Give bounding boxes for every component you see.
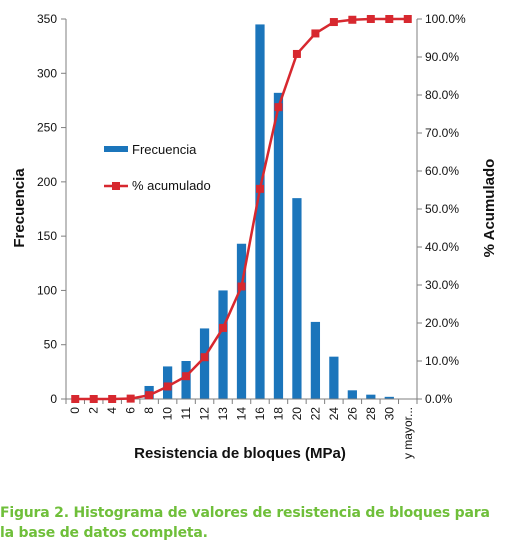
legend-label-acumulado: % acumulado — [132, 178, 211, 193]
y2-axis-label: % Acumulado — [481, 159, 498, 258]
bar-26 — [347, 390, 357, 399]
x-tick-label: 16 — [253, 407, 267, 421]
bar-24 — [329, 356, 339, 399]
x-axis-label: Resistencia de bloques (MPa) — [134, 445, 346, 462]
legend-swatch-frecuencia — [104, 146, 128, 152]
bar-28 — [366, 394, 376, 399]
y2-tick-label: 50.0% — [425, 202, 459, 216]
cumulative-marker-12 — [200, 353, 209, 362]
cumulative-marker-4 — [108, 395, 117, 403]
cumulative-marker-22 — [311, 29, 320, 38]
bar-22 — [310, 321, 321, 399]
y2-tick-label: 40.0% — [425, 240, 459, 254]
y-tick-label: 100 — [37, 283, 57, 297]
x-tick-label: 13 — [216, 407, 230, 421]
y2-tick-label: 0.0% — [425, 392, 453, 406]
cumulative-marker-8 — [145, 391, 154, 400]
x-tick-label: 0 — [68, 407, 82, 414]
bar-12 — [199, 328, 210, 399]
cumulative-marker-14 — [237, 282, 246, 291]
cumulative-marker-26 — [348, 15, 357, 24]
x-tick-label: 26 — [345, 407, 359, 421]
x-tick-label: 28 — [364, 407, 378, 421]
chart: 0501001502002503003500.0%10.0%20.0%30.0%… — [11, 12, 498, 462]
x-tick-label: 24 — [327, 407, 341, 421]
x-tick-label: 4 — [105, 407, 119, 414]
y2-tick-label: 20.0% — [425, 316, 459, 330]
cumulative-marker-6 — [126, 394, 135, 403]
cumulative-marker-24 — [329, 18, 338, 27]
bar-13 — [218, 290, 228, 399]
legend: Frecuencia % acumulado — [104, 142, 211, 193]
cumulative-marker-18 — [274, 103, 283, 112]
bar-30 — [384, 396, 394, 399]
y-tick-label: 350 — [37, 12, 57, 26]
cumulative-marker-2 — [89, 395, 98, 403]
cumulative-marker-y mayor... — [403, 15, 412, 23]
x-tick-label: 6 — [124, 407, 138, 414]
x-tick-label: 8 — [142, 407, 156, 414]
y2-tick-label: 90.0% — [425, 50, 459, 64]
figure-caption: Figura 2. Histograma de valores de resis… — [0, 505, 490, 541]
bar-series — [126, 24, 394, 400]
x-tick-label: 30 — [382, 407, 396, 421]
x-tick-label: 22 — [308, 407, 322, 421]
bar-16 — [255, 24, 265, 400]
x-tick-label: 18 — [271, 407, 285, 421]
y2-tick-label: 70.0% — [425, 126, 459, 140]
bar-20 — [292, 198, 302, 399]
cumulative-marker-16 — [255, 184, 264, 193]
x-tick-label: y mayor... — [401, 407, 415, 459]
x-tick-label: 12 — [198, 407, 212, 421]
legend-marker-acumulado — [112, 182, 120, 190]
y2-tick-label: 100.0% — [425, 12, 466, 26]
x-tick-label: 11 — [179, 407, 193, 420]
x-tick-label: 10 — [161, 407, 175, 421]
y-axis-label: Frecuencia — [11, 168, 28, 248]
y-tick-label: 250 — [37, 121, 57, 135]
y-tick-label: 300 — [37, 66, 57, 80]
tick-labels: 0501001502002503003500.0%10.0%20.0%30.0%… — [37, 12, 466, 459]
bar-18 — [273, 92, 284, 399]
x-tick-label: 20 — [290, 407, 304, 421]
cumulative-marker-20 — [292, 49, 301, 58]
y2-tick-label: 30.0% — [425, 278, 459, 292]
cumulative-line-series — [71, 15, 412, 403]
bar-14 — [236, 243, 247, 399]
cumulative-marker-28 — [366, 15, 375, 23]
cumulative-marker-10 — [163, 382, 172, 391]
cumulative-marker-11 — [182, 372, 191, 381]
cumulative-marker-0 — [71, 395, 80, 403]
x-tick-label: 2 — [87, 407, 101, 414]
y-tick-label: 50 — [44, 338, 58, 352]
y2-tick-label: 60.0% — [425, 164, 459, 178]
cumulative-marker-13 — [219, 323, 228, 332]
y-tick-label: 0 — [50, 392, 57, 406]
y2-tick-label: 10.0% — [425, 354, 459, 368]
cumulative-marker-30 — [385, 15, 394, 23]
x-tick-label: 14 — [235, 407, 249, 421]
legend-label-frecuencia: Frecuencia — [132, 142, 197, 157]
y-tick-label: 200 — [37, 175, 57, 189]
y-tick-label: 150 — [37, 229, 57, 243]
y2-tick-label: 80.0% — [425, 88, 459, 102]
